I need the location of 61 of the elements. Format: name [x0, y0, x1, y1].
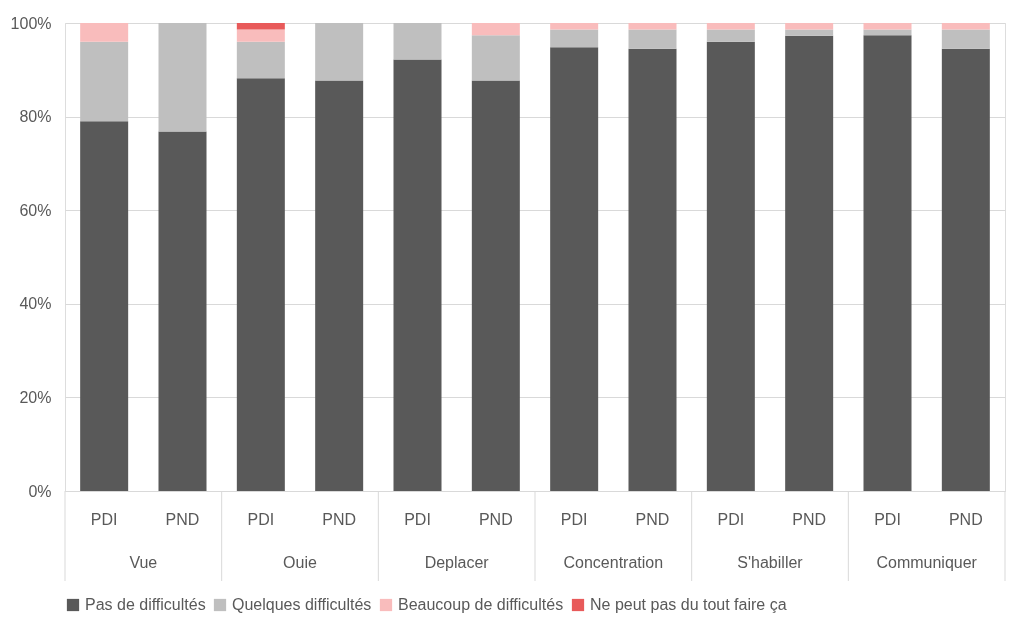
- bar: [236, 41, 285, 79]
- bar: [471, 23, 520, 36]
- bar: [236, 23, 285, 30]
- bar: [393, 23, 442, 60]
- text: Ouie: [283, 554, 317, 571]
- x-tick-label: PDI: [90, 510, 118, 528]
- bar: [706, 29, 755, 42]
- x-tick-label: PND: [478, 510, 513, 528]
- bar: [393, 59, 442, 491]
- y-tick-label: 20%: [19, 388, 52, 406]
- bar: [315, 23, 364, 81]
- bar: [785, 35, 834, 491]
- x-tick-label: PDI: [247, 510, 275, 528]
- x-tick-label: PDI: [560, 510, 588, 528]
- bar: [706, 41, 755, 491]
- text: S'habiller: [737, 554, 804, 571]
- bar: [785, 29, 834, 36]
- bar: [628, 23, 677, 30]
- bar: [550, 23, 599, 30]
- bar: [550, 29, 599, 48]
- bar: [158, 131, 207, 491]
- legend-label: Pas de difficultés: [85, 596, 206, 613]
- bar: [80, 41, 129, 122]
- y-tick-label: 100%: [10, 14, 52, 32]
- bar: [941, 23, 990, 30]
- bar: [236, 29, 285, 42]
- bar: [628, 48, 677, 491]
- bar: [863, 35, 912, 491]
- bar: [706, 23, 755, 30]
- x-tick-label: PND: [165, 510, 200, 528]
- text: Concentration: [563, 554, 664, 571]
- x-tick-label: PND: [948, 510, 983, 528]
- x-tick-label: PDI: [717, 510, 745, 528]
- bar: [471, 80, 520, 491]
- y-tick-label: 40%: [19, 295, 52, 313]
- bar: [80, 23, 129, 42]
- legend-label: Ne peut pas du tout faire ça: [590, 596, 787, 613]
- bar: [941, 29, 990, 49]
- y-tick-label: 0%: [28, 482, 52, 500]
- text: Vue: [129, 554, 158, 571]
- bar: [315, 80, 364, 491]
- legend-label: Quelques difficultés: [232, 596, 372, 613]
- bar: [80, 121, 129, 491]
- bar: [550, 47, 599, 491]
- y-tick-label: 80%: [19, 108, 52, 126]
- y-tick-label: 60%: [19, 201, 52, 219]
- text: Deplacer: [424, 554, 490, 571]
- legend-label: Beaucoup de difficultés: [398, 596, 564, 613]
- bar: [863, 23, 912, 30]
- x-tick-label: PND: [322, 510, 357, 528]
- bar: [158, 23, 207, 132]
- bar: [628, 29, 677, 49]
- x-tick-label: PDI: [874, 510, 901, 528]
- bar: [236, 78, 285, 491]
- bar: [785, 23, 834, 30]
- x-tick-label: PND: [792, 510, 827, 528]
- bar: [471, 35, 520, 81]
- bar: [941, 48, 990, 491]
- text: Communiquer: [876, 554, 978, 571]
- x-tick-label: PDI: [404, 510, 431, 528]
- x-tick-label: PND: [635, 510, 670, 528]
